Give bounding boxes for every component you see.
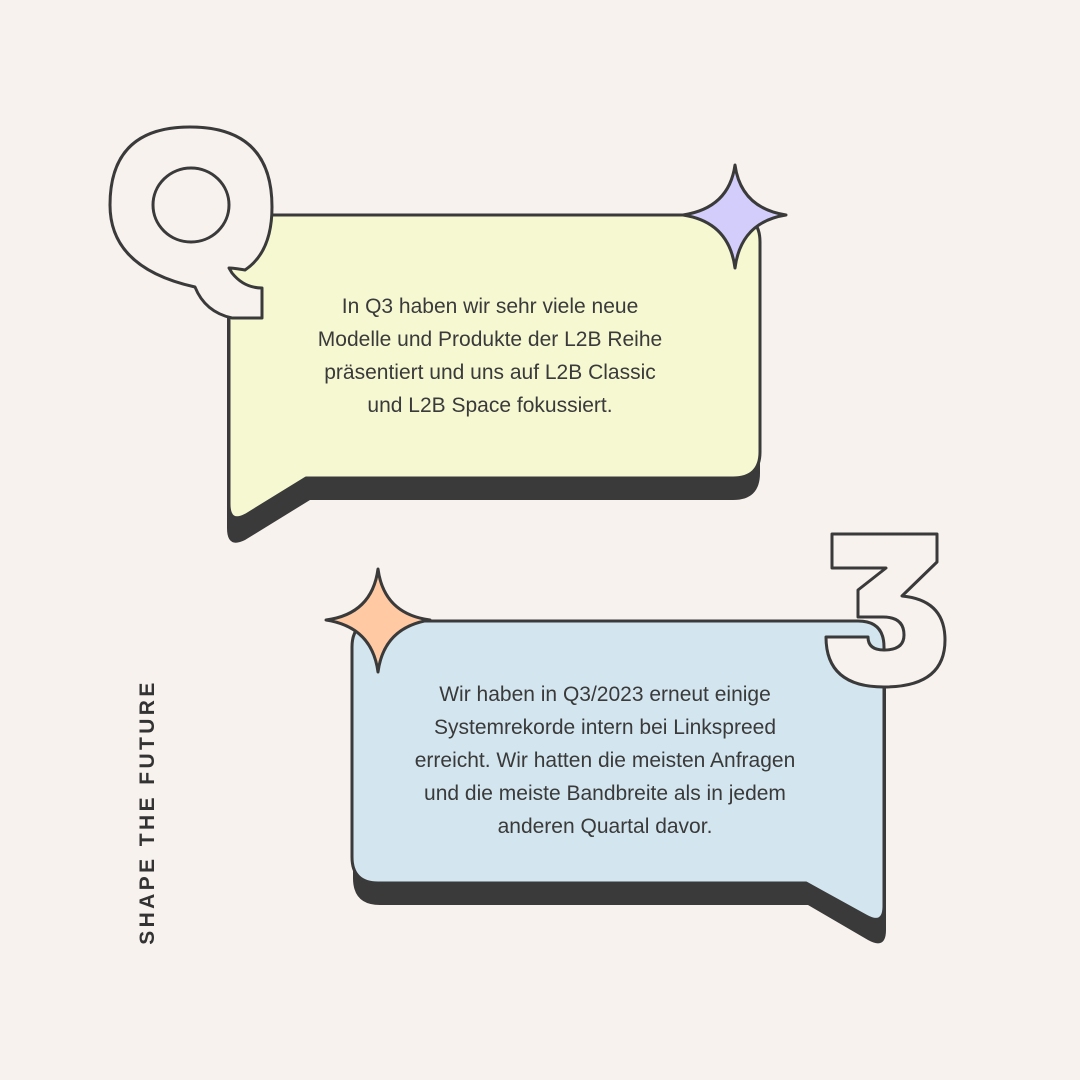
bottom-bubble-line: Systemrekorde intern bei Linkspreed: [433, 716, 776, 739]
sparkle-top-icon: [681, 163, 788, 270]
big-digit-3-icon: [824, 532, 947, 689]
bottom-speech-bubble: [350, 619, 886, 921]
bottom-bubble-line: und die meiste Bandbreite als in jedem: [424, 782, 786, 805]
top-bubble-line: präsentiert und uns auf L2B Classic: [324, 361, 656, 384]
side-tagline: SHAPE THE FUTURE: [136, 679, 159, 945]
bottom-bubble-line: anderen Quartal davor.: [497, 815, 713, 838]
top-bubble-line: und L2B Space fokussiert.: [367, 394, 613, 417]
top-bubble-line: Modelle und Produkte der L2B Reihe: [317, 328, 663, 351]
top-bubble-text: In Q3 haben wir sehr viele neue Modelle …: [280, 290, 700, 422]
top-bubble-line: In Q3 haben wir sehr viele neue: [341, 295, 639, 318]
bottom-bubble-line: Wir haben in Q3/2023 erneut einige: [439, 683, 771, 706]
bottom-bubble-text: Wir haben in Q3/2023 erneut einige Syste…: [370, 678, 840, 843]
big-letter-q-icon: [108, 125, 274, 320]
bottom-bubble-line: erreicht. Wir hatten die meisten Anfrage…: [414, 749, 796, 772]
sparkle-bottom-icon: [324, 567, 432, 674]
